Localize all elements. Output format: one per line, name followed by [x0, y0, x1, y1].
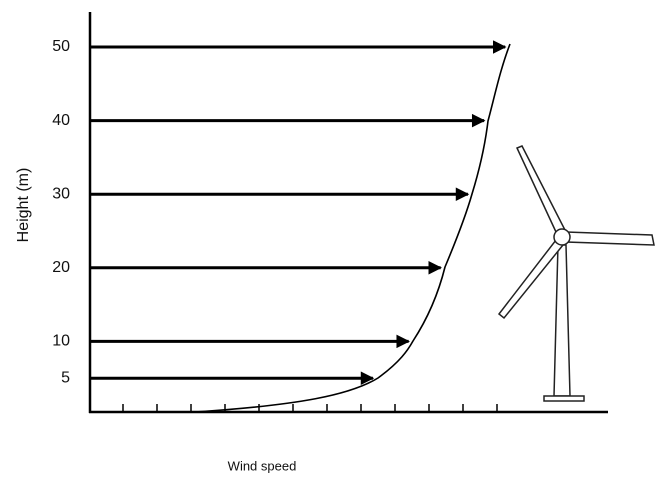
y-tick-label: 20 [52, 259, 70, 276]
turbine-blade [566, 232, 654, 245]
turbine-hub [554, 229, 570, 245]
wind-turbine [499, 146, 654, 401]
turbine-blade [499, 240, 563, 318]
y-tick-label: 5 [61, 369, 70, 386]
x-axis-label: Wind speed [228, 458, 297, 473]
page: {"y_axis": {"label": "Height (m)", "tick… [0, 0, 655, 480]
y-tick-label: 50 [52, 38, 70, 55]
y-axis-label: Height (m) [15, 168, 32, 243]
y-tick-label: 40 [52, 112, 70, 129]
wind-profile-curve [195, 44, 510, 412]
turbine-tower [554, 245, 570, 396]
y-tick-label: 30 [52, 185, 70, 202]
y-ticks: 5 10 20 30 40 50 [52, 38, 505, 386]
wind-profile-diagram: Height (m) Wind speed 5 10 20 30 40 50 [0, 0, 655, 480]
y-tick-label: 10 [52, 333, 70, 350]
turbine-blade [517, 146, 566, 232]
turbine-base [544, 396, 584, 401]
